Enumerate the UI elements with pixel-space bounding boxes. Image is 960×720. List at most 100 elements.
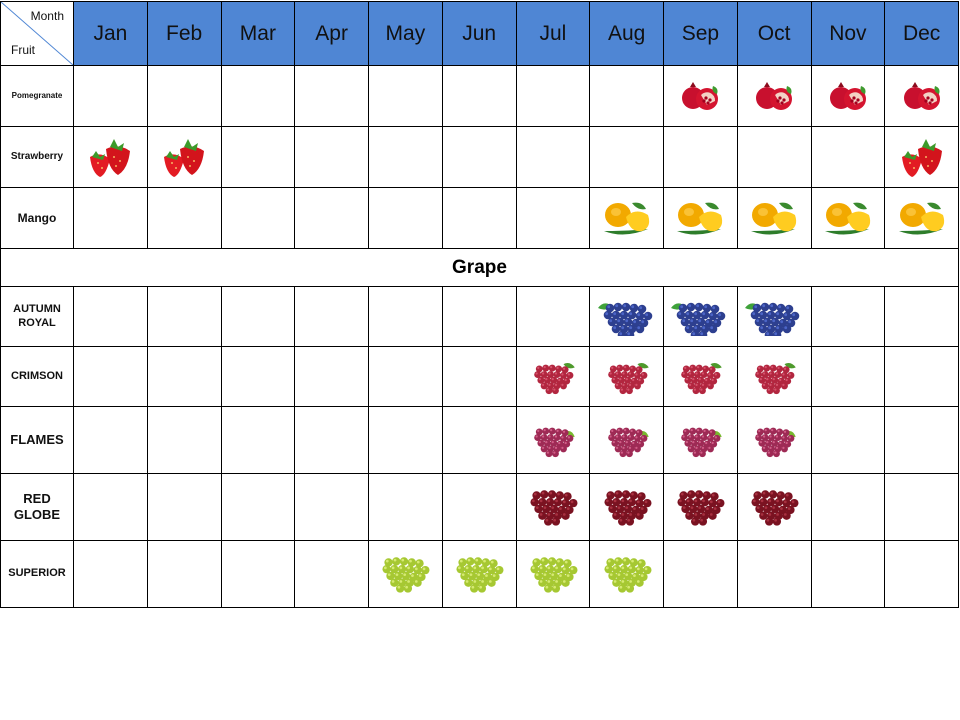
month-cell <box>220 126 296 188</box>
month-cell <box>884 346 959 407</box>
month-cell <box>294 473 369 541</box>
corner-month-label: Month <box>30 9 64 23</box>
month-cell <box>884 286 959 347</box>
month-header: Mar <box>220 1 296 66</box>
month-cell <box>441 406 517 474</box>
fruit-rows: Pomegranate Strawberry Mango <box>0 65 959 249</box>
red-grape-icon <box>590 357 663 397</box>
month-cell <box>589 126 664 188</box>
red-grape-icon <box>664 357 737 397</box>
mango-icon <box>590 197 663 239</box>
month-cell <box>220 187 296 249</box>
mango-icon <box>812 197 885 239</box>
month-cell <box>515 346 591 407</box>
month-cell <box>220 286 296 347</box>
month-header: May <box>368 1 443 66</box>
month-header: Jun <box>441 1 517 66</box>
green-grape-icon <box>369 552 442 596</box>
month-cell <box>810 406 886 474</box>
month-cell <box>146 346 222 407</box>
strawberry-icon <box>885 135 958 179</box>
month-cell <box>810 286 886 347</box>
pomegranate-icon <box>885 79 958 113</box>
month-header: Apr <box>294 1 369 66</box>
pink-grape-icon <box>590 420 663 460</box>
month-header: Aug <box>589 1 664 66</box>
green-grape-icon <box>517 552 590 596</box>
month-cell <box>884 187 959 249</box>
pink-grape-icon <box>738 420 811 460</box>
row-label: Mango <box>0 187 74 249</box>
mango-icon <box>664 197 737 239</box>
month-cell <box>515 126 591 188</box>
fruit-row: SUPERIOR <box>0 540 959 608</box>
month-cell <box>663 187 738 249</box>
month-cell <box>368 286 443 347</box>
strawberry-icon <box>148 135 221 179</box>
row-label: RED GLOBE <box>0 473 74 541</box>
month-cell <box>884 65 959 127</box>
fruit-row: Mango <box>0 187 959 249</box>
month-cell <box>220 473 296 541</box>
month-cell <box>589 346 664 407</box>
month-cell <box>368 406 443 474</box>
month-cell <box>663 473 738 541</box>
month-cell <box>515 65 591 127</box>
month-cell <box>441 126 517 188</box>
month-cell <box>146 406 222 474</box>
month-cell <box>515 406 591 474</box>
month-cell <box>294 65 369 127</box>
dark-red-grape-icon <box>664 485 737 529</box>
month-cell <box>294 540 369 608</box>
month-cell <box>663 406 738 474</box>
month-cell <box>663 286 738 347</box>
month-cell <box>589 286 664 347</box>
month-cell <box>441 286 517 347</box>
month-cell <box>146 187 222 249</box>
fruit-row: Pomegranate <box>0 65 959 127</box>
section-title: Grape <box>0 248 959 287</box>
month-cell <box>736 187 812 249</box>
month-cell <box>589 65 664 127</box>
month-cell <box>515 473 591 541</box>
row-label: CRIMSON <box>0 346 74 407</box>
month-cell <box>884 126 959 188</box>
month-cell <box>73 286 148 347</box>
fruit-row: Strawberry <box>0 126 959 188</box>
blue-grape-icon <box>738 298 811 336</box>
dark-red-grape-icon <box>517 485 590 529</box>
month-cell <box>736 65 812 127</box>
month-cell <box>294 126 369 188</box>
month-cell <box>220 65 296 127</box>
row-label: Strawberry <box>0 126 74 188</box>
month-header: Sep <box>663 1 738 66</box>
corner-cell: Month Fruit <box>0 1 74 66</box>
month-cell <box>441 473 517 541</box>
month-cell <box>810 473 886 541</box>
month-cell <box>736 346 812 407</box>
month-cell <box>73 346 148 407</box>
month-cell <box>146 286 222 347</box>
month-cell <box>441 187 517 249</box>
month-cell <box>515 540 591 608</box>
month-cell <box>736 473 812 541</box>
green-grape-icon <box>590 552 663 596</box>
row-label: FLAMES <box>0 406 74 474</box>
month-cell <box>736 126 812 188</box>
month-header: Feb <box>146 1 222 66</box>
month-header: Oct <box>736 1 812 66</box>
fruit-row: AUTUMN ROYAL <box>0 286 959 347</box>
month-cell <box>220 346 296 407</box>
month-cell <box>368 65 443 127</box>
month-header: Nov <box>810 1 886 66</box>
month-header: Dec <box>884 1 959 66</box>
month-cell <box>589 540 664 608</box>
diagonal-divider <box>1 2 73 65</box>
month-cell <box>736 406 812 474</box>
dark-red-grape-icon <box>590 485 663 529</box>
month-cell <box>146 473 222 541</box>
mango-icon <box>885 197 958 239</box>
month-cell <box>73 187 148 249</box>
dark-red-grape-icon <box>738 485 811 529</box>
month-cell <box>73 406 148 474</box>
